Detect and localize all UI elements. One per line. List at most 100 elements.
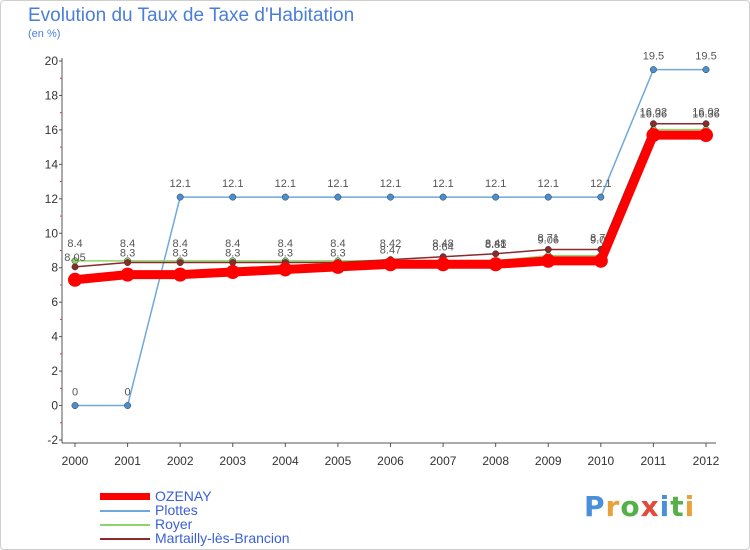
- data-label-martailly-l-s-brancion: 8.05: [64, 252, 85, 264]
- data-label-martailly-l-s-brancion: 9.06: [538, 234, 559, 246]
- data-label-plottes: 12.1: [222, 178, 243, 190]
- y-tick-label: 4: [51, 330, 58, 344]
- data-point-ozenay: [225, 265, 240, 280]
- y-tick-label: 6: [51, 295, 58, 309]
- data-point-martailly-l-s-brancion: [544, 246, 552, 253]
- data-point-ozenay: [488, 257, 503, 272]
- data-point-plottes: [71, 402, 79, 409]
- data-label-plottes: 12.1: [380, 178, 401, 190]
- y-tick-label: 20: [45, 54, 59, 68]
- data-label-martailly-l-s-brancion: 8.81: [485, 239, 506, 251]
- data-point-plottes: [334, 193, 342, 201]
- data-point-ozenay: [436, 257, 451, 272]
- logo-letter: i: [659, 490, 671, 523]
- data-point-ozenay: [278, 262, 293, 277]
- data-point-plottes: [492, 193, 500, 201]
- x-tick-label: 2003: [219, 454, 246, 468]
- x-tick-label: 2012: [693, 454, 720, 468]
- data-label-royer: 8.48: [485, 238, 506, 250]
- y-tick-label: 12: [45, 192, 59, 206]
- x-tick-label: 2005: [325, 454, 352, 468]
- data-label-plottes: 12.1: [169, 178, 190, 190]
- data-label-martailly-l-s-brancion: 8.3: [225, 248, 240, 260]
- data-label-martailly-l-s-brancion: 8.3: [330, 248, 345, 260]
- data-point-ozenay: [383, 257, 398, 272]
- data-point-plottes: [229, 193, 237, 201]
- data-point-ozenay: [330, 259, 345, 274]
- data-label-plottes: 12.1: [432, 178, 453, 190]
- x-tick-label: 2001: [114, 454, 141, 468]
- legend-label: Royer: [155, 516, 193, 532]
- data-label-royer: 8.4: [330, 238, 345, 250]
- y-tick-label: 18: [45, 88, 59, 102]
- data-label-royer: 8.4: [278, 238, 293, 250]
- data-point-ozenay: [68, 272, 82, 287]
- data-point-plottes: [597, 193, 605, 201]
- x-tick-label: 2011: [641, 454, 667, 468]
- data-point-plottes: [439, 193, 447, 201]
- data-point-plottes: [176, 193, 184, 201]
- data-point-ozenay: [699, 128, 713, 143]
- data-point-martailly-l-s-brancion: [229, 259, 237, 267]
- data-label-martailly-l-s-brancion: 8.3: [173, 248, 188, 260]
- legend-label: Plottes: [155, 502, 198, 518]
- data-label-plottes: 19.5: [643, 51, 664, 63]
- data-point-ozenay: [120, 267, 135, 282]
- data-label-plottes: 19.5: [695, 51, 716, 63]
- x-tick-label: 2007: [430, 454, 457, 468]
- data-label-martailly-l-s-brancion: 16.36: [692, 109, 720, 121]
- data-label-martailly-l-s-brancion: 8.64: [432, 242, 453, 254]
- y-tick-label: -2: [47, 433, 58, 447]
- data-point-martailly-l-s-brancion: [124, 259, 132, 267]
- data-label-martailly-l-s-brancion: 8.3: [278, 248, 293, 260]
- legend-swatch: [100, 524, 150, 526]
- data-point-plottes: [124, 402, 132, 409]
- proxiti-logo: Proxiti: [584, 490, 695, 523]
- x-tick-label: 2009: [535, 454, 562, 468]
- data-label-plottes: 0: [125, 387, 131, 399]
- logo-letter: t: [670, 490, 685, 523]
- data-label-martailly-l-s-brancion: 8.47: [380, 245, 401, 257]
- y-tick-label: 0: [51, 399, 58, 413]
- data-label-royer: 8.4: [67, 238, 82, 250]
- x-tick-label: 2002: [167, 454, 194, 468]
- x-tick-label: 2010: [587, 454, 614, 468]
- legend-label: OZENAY: [155, 488, 212, 504]
- x-tick-label: 2006: [377, 454, 404, 468]
- data-point-martailly-l-s-brancion: [702, 120, 710, 128]
- data-label-martailly-l-s-brancion: 8.3: [120, 248, 135, 260]
- y-tick-label: 10: [45, 226, 59, 240]
- data-label-plottes: 0: [72, 387, 78, 399]
- data-label-royer: 8.4: [120, 238, 135, 250]
- y-tick-label: 14: [45, 157, 59, 171]
- logo-letter: P: [584, 490, 606, 523]
- data-label-martailly-l-s-brancion: 16.36: [640, 109, 668, 121]
- legend-swatch: [100, 493, 150, 500]
- data-point-plottes: [281, 193, 289, 201]
- data-point-ozenay: [646, 128, 661, 143]
- data-label-royer: 8.48: [432, 238, 453, 250]
- legend-swatch: [100, 538, 150, 540]
- data-label-royer: 8.71: [538, 233, 559, 245]
- data-point-plottes: [649, 66, 657, 74]
- logo-letter: i: [684, 490, 696, 523]
- data-point-martailly-l-s-brancion: [649, 120, 657, 128]
- legend-swatch: [100, 510, 150, 512]
- data-point-martailly-l-s-brancion: [492, 250, 500, 258]
- legend-label: Martailly-lès-Brancion: [155, 530, 290, 546]
- data-label-royer: 16.02: [692, 107, 720, 119]
- data-point-ozenay: [593, 253, 608, 268]
- data-point-ozenay: [173, 267, 188, 282]
- data-label-royer: 16.02: [640, 107, 668, 119]
- y-tick-label: 16: [45, 123, 59, 137]
- x-tick-label: 2000: [62, 454, 89, 468]
- logo-letter: x: [640, 490, 660, 523]
- data-point-martailly-l-s-brancion: [71, 263, 79, 271]
- data-label-plottes: 12.1: [275, 178, 296, 190]
- data-point-ozenay: [541, 253, 556, 268]
- y-tick-label: 8: [51, 261, 58, 275]
- x-tick-label: 2008: [482, 454, 509, 468]
- data-label-royer: 8.42: [380, 238, 401, 250]
- data-point-plottes: [387, 193, 394, 201]
